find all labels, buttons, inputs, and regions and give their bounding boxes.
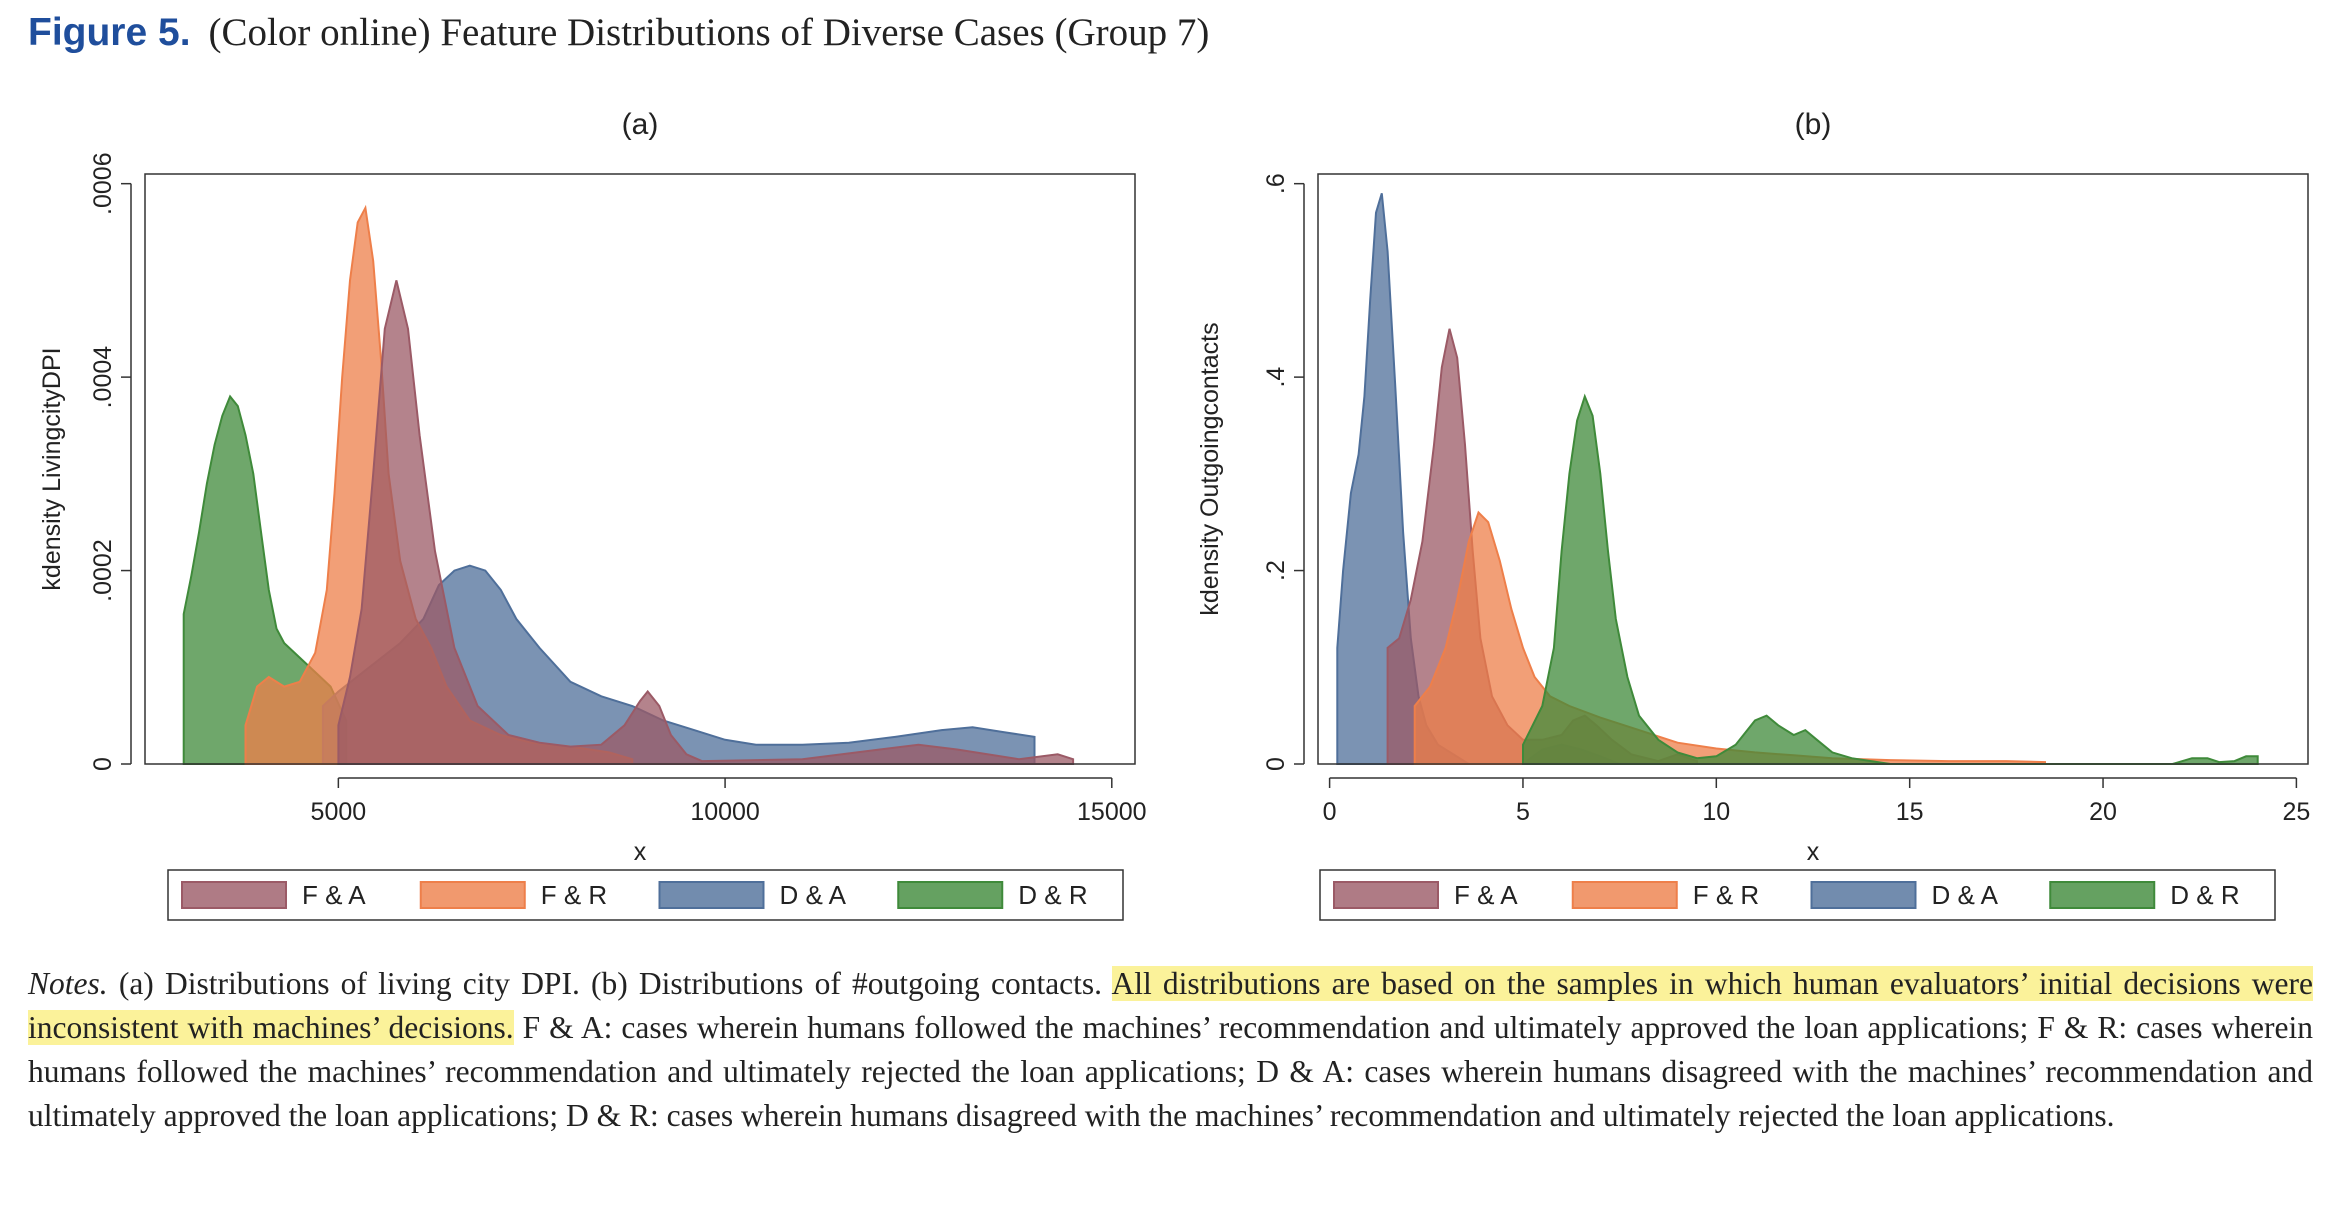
y-tick-label: .0006 — [89, 152, 117, 215]
notes-part2: F & A: cases wherein humans followed the… — [28, 1010, 2313, 1133]
x-axis-label: x — [1807, 838, 1820, 866]
legend-label-d-r: D & R — [1018, 880, 1087, 910]
legend-label-f-a: F & A — [1454, 880, 1518, 910]
legend-label-d-a: D & A — [1932, 880, 1999, 910]
y-axis-label: kdensity LivingcityDPI — [38, 347, 66, 590]
y-tick-label: 0 — [1262, 757, 1290, 771]
legend-label-f-r: F & R — [541, 880, 607, 910]
figure-notes: Notes. (a) Distributions of living city … — [28, 962, 2313, 1138]
legend-swatch-f-r — [419, 881, 526, 909]
legend-label-d-r: D & R — [2170, 880, 2239, 910]
chart-panel-b: (b) 0 5 10 15 20 25 0 .2 .4 .6 x kdensity Outgoingco… — [1190, 90, 2330, 930]
panel-label: (a) — [622, 108, 659, 141]
chart-svg: (b) 0 5 10 15 20 25 0 .2 .4 .6 x kdensity Outgoingco… — [1196, 108, 2310, 921]
figure-title: Figure 5. (Color online) Feature Distribu… — [28, 10, 1209, 55]
y-tick-label: .6 — [1262, 173, 1290, 194]
x-tick-label: 5 — [1516, 798, 1530, 826]
legend-swatch-f-a — [1333, 881, 1439, 909]
x-tick-label: 25 — [2282, 798, 2310, 826]
chart-panel-a: (a) 5000 10000 15000 0 .0002 .0004 .0006 x kdensi… — [18, 90, 1158, 930]
y-tick-label: .0004 — [89, 346, 117, 409]
area-d-r — [1522, 393, 2259, 765]
density-areas — [182, 204, 1075, 765]
x-tick-label: 15 — [1896, 798, 1924, 826]
x-tick-label: 0 — [1323, 798, 1337, 826]
x-tick-label: 15000 — [1077, 798, 1147, 826]
notes-part1: (a) Distributions of living city DPI. (b… — [118, 966, 1103, 1001]
x-tick-label: 5000 — [311, 798, 367, 826]
legend-swatch-d-r — [2049, 881, 2156, 909]
y-tick-label: 0 — [89, 757, 117, 771]
figure-caption: (Color online) Feature Distributions of … — [208, 11, 1210, 54]
area-f-a — [337, 280, 1075, 765]
legend-label-d-a: D & A — [780, 880, 847, 910]
chart-svg: (a) 5000 10000 15000 0 .0002 .0004 .0006 x kdensi… — [38, 108, 1147, 921]
legend-label-f-a: F & A — [302, 880, 366, 910]
y-axis-label: kdensity Outgoingcontacts — [1196, 322, 1224, 615]
density-areas — [1336, 193, 2259, 765]
panel-label: (b) — [1795, 108, 1832, 141]
area-f-r — [1413, 510, 2046, 765]
legend-swatch-f-a — [181, 881, 287, 909]
x-tick-label: 20 — [2089, 798, 2117, 826]
y-tick-label: .2 — [1262, 560, 1290, 581]
x-tick-label: 10000 — [690, 798, 760, 826]
plot-frame — [1317, 173, 2309, 765]
plot-frame — [144, 173, 1136, 765]
y-tick-label: .0002 — [89, 539, 117, 602]
y-tick-label: .4 — [1262, 367, 1290, 388]
x-axis-label: x — [634, 838, 647, 866]
figure-label: Figure 5. — [28, 11, 191, 54]
legend-swatch-d-a — [658, 881, 765, 909]
legend-swatch-f-r — [1571, 881, 1678, 909]
legend-label-f-r: F & R — [1693, 880, 1759, 910]
x-tick-label: 10 — [1702, 798, 1730, 826]
notes-label: Notes. — [28, 966, 108, 1001]
legend-swatch-d-a — [1810, 881, 1917, 909]
legend-swatch-d-r — [897, 881, 1004, 909]
